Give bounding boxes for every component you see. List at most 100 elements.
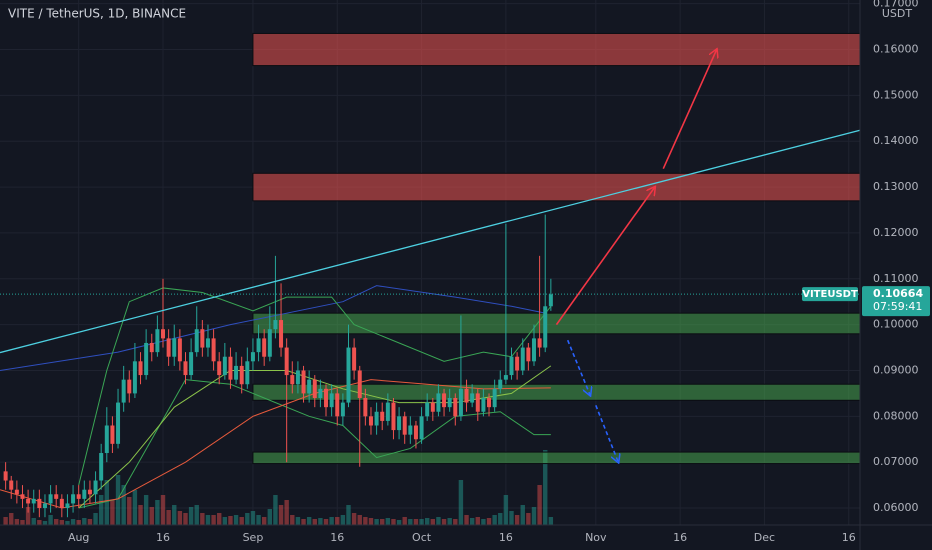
candle-body [48,494,53,504]
volume-bar [424,518,430,525]
x-tick-label: Oct [412,531,432,544]
volume-bar [520,505,525,525]
candle-body [430,402,435,412]
volume-bar [436,517,441,525]
candle-body [99,453,104,481]
candle-body [166,338,171,357]
volume-bar [3,517,8,525]
candle-body [537,338,542,348]
volume-bar [385,518,391,525]
candle-body [543,306,548,348]
candle-body [481,397,486,412]
volume-bar [464,515,469,525]
volume-bar [301,519,306,525]
candle-body [110,425,115,444]
candle-body [217,361,222,376]
x-tick-label: 16 [156,531,170,544]
zone [252,451,861,465]
y-tick-label: 0.09000 [873,363,919,376]
candle-body [284,347,289,376]
candle-body [54,494,59,499]
candle-body [453,397,458,417]
volume-bar [419,519,424,525]
volume-bar [396,520,402,525]
volume-bar [430,519,436,525]
candle-body [391,402,396,431]
arrow [595,405,618,462]
candle-body [279,320,284,348]
volume-bar [402,517,407,525]
candle-body [290,375,295,385]
volume-bar [121,485,126,525]
volume-bar [548,517,554,525]
volume-bar [531,507,537,525]
candle-body [363,397,368,417]
volume-bar [177,511,183,525]
x-tick-label: 16 [499,531,513,544]
y-tick-label: 0.11000 [873,272,919,285]
candle-body [475,393,480,412]
y-tick-label: 0.06000 [873,501,919,514]
candle-body [222,356,227,376]
price-label: 0.10664 [873,287,923,300]
candle-body [531,338,536,362]
volume-bar [481,519,486,525]
candle-body [200,329,205,348]
volume-bar [391,519,396,525]
candle-body [329,393,334,408]
candle-body [228,356,233,380]
candle-body [374,411,379,426]
volume-bar [87,519,93,525]
volume-bar [380,519,385,525]
volume-bar [340,515,346,525]
volume-bar [543,450,548,525]
volume-bar [278,505,284,525]
candle-body [352,347,357,371]
volume-bar [368,518,374,525]
volume-bar [222,517,228,525]
volume-bar [475,517,480,525]
y-tick-label: 0.08000 [873,409,919,422]
volume-bar [408,519,413,525]
y-tick-label: 0.14000 [873,134,919,147]
y-tick-label: 0.16000 [873,43,919,56]
volume-bar [149,507,154,525]
candle-body [87,489,92,495]
candle-body [76,494,81,499]
candle-body [397,416,402,431]
volume-bar [250,511,256,525]
candle-body [71,494,76,504]
candle-body [267,329,272,357]
volume-bar [25,507,31,525]
candle-body [368,416,373,426]
volume-bar [42,521,48,525]
volume-bar [453,519,458,525]
candle-body [205,338,210,348]
trendline [0,129,861,354]
x-tick-label: Sep [243,531,264,544]
volume-bar [498,513,503,525]
y-unit: USDT [882,7,913,20]
candle-body [295,370,300,385]
volume-bar [329,517,334,525]
candle-body [340,402,345,417]
arrow [555,187,654,326]
candle-body [121,379,126,403]
volume-bar [82,518,87,525]
candle-body [492,388,497,408]
candle-body [59,498,64,509]
candle-body [42,503,47,509]
candle-body [250,352,255,362]
volume-bar [492,515,497,525]
volume-bar [14,519,20,525]
candle-body [436,393,441,412]
volume-bar [70,519,76,525]
candle-body [413,425,418,440]
x-tick-label: Dec [754,531,775,544]
chart-title: VITE / TetherUS, 1D, BINANCE [8,7,186,21]
candle-body [256,338,261,353]
volume-bar [503,495,509,525]
volume-bar [469,518,475,525]
candle-body [20,494,25,499]
candle-body [447,397,452,408]
